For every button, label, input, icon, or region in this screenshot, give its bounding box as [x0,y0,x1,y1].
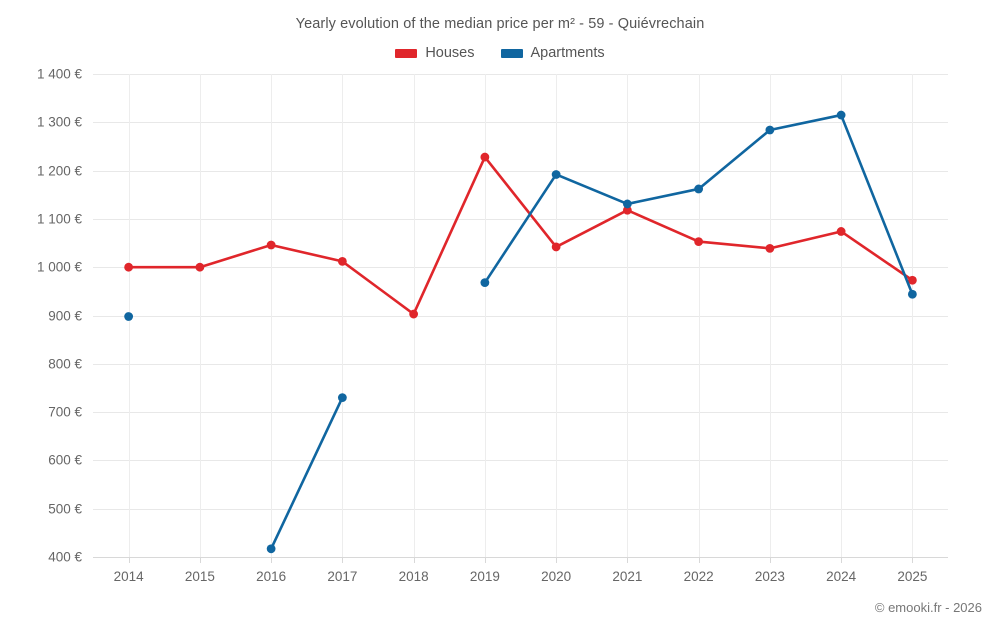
data-point[interactable] [337,257,347,266]
gridline-horizontal [93,315,948,317]
gridline-horizontal [93,460,948,462]
gridline-vertical [769,74,771,557]
legend-label-houses: Houses [425,45,475,61]
x-axis-tick-mark [698,557,700,563]
x-axis-tick-mark [912,557,914,563]
x-axis-tick-label: 2020 [541,569,572,584]
gridline-vertical [556,74,558,557]
gridline-horizontal [93,363,948,365]
series-layer [124,110,917,554]
x-axis-tick-mark [342,557,344,563]
series-line-apartments [483,113,914,296]
gridline-horizontal [93,74,948,75]
legend-swatch-houses [395,48,418,58]
data-point[interactable] [195,262,205,272]
y-axis-tick-label: 800 € [48,356,82,372]
gridline-vertical [271,74,273,557]
data-point[interactable] [266,544,276,554]
gridline-vertical [199,74,201,557]
gridline-vertical [912,74,914,557]
y-axis-tick-label: 1 400 € [36,66,82,82]
gridline-horizontal [93,508,948,510]
x-axis-tick-mark [271,557,273,563]
y-axis-tick-label: 1 300 € [36,114,82,130]
data-point[interactable] [907,275,917,285]
x-axis-line [93,557,948,558]
x-axis-tick-label: 2019 [469,569,500,584]
gridline-horizontal [93,170,948,172]
y-axis-tick-label: 700 € [48,404,82,420]
legend-item-apartments[interactable]: Apartments [500,45,605,61]
gridline-vertical [627,74,629,557]
data-point[interactable] [907,289,917,299]
x-axis-tick-label: 2018 [398,569,429,584]
x-axis-tick-label: 2016 [256,569,287,584]
series-line-houses [127,155,914,316]
gridline-horizontal [93,267,948,269]
gridline-vertical [342,74,344,557]
chart-title: Yearly evolution of the median price per… [295,16,705,32]
data-point[interactable] [480,152,490,162]
x-axis-tick-mark [841,557,843,563]
y-axis-tick-label: 1 200 € [36,163,82,179]
data-point[interactable] [124,262,134,272]
data-point[interactable] [409,309,419,319]
y-axis-tick-label: 1 000 € [36,259,82,275]
x-axis-tick-label: 2024 [826,569,857,584]
legend-item-houses[interactable]: Houses [395,45,475,61]
y-axis-tick-label: 500 € [48,501,82,517]
legend-label-apartments: Apartments [530,45,605,61]
x-axis-tick-label: 2022 [683,569,714,584]
x-axis-tick-mark [769,557,771,563]
x-axis-tick-label: 2014 [113,569,144,584]
data-point[interactable] [622,205,632,215]
y-axis-tick-label: 900 € [48,308,82,323]
x-axis-tick-mark [556,557,558,563]
data-point[interactable] [124,312,134,321]
x-axis-tick-mark [199,557,201,563]
chart-legend: Houses Apartments [0,45,1000,61]
x-axis-tick-label: 2025 [897,569,928,584]
data-point[interactable] [266,240,276,250]
x-axis-tick-label: 2023 [754,569,785,584]
legend-swatch-apartments [500,48,523,58]
y-axis-tick-label: 400 € [48,549,82,565]
data-point[interactable] [694,237,704,247]
y-axis-tick-label: 600 € [48,452,82,468]
gridline-vertical [841,74,843,557]
x-axis-tick-label: 2021 [612,569,643,584]
data-point[interactable] [765,125,775,135]
data-point[interactable] [480,278,490,288]
data-point[interactable] [337,393,347,403]
gridline-vertical [484,74,486,557]
data-point[interactable] [836,227,846,236]
gridline-vertical [698,74,700,557]
data-point[interactable] [551,242,561,252]
x-axis-tick-mark [128,557,130,563]
x-axis-tick-label: 2017 [327,569,358,584]
data-point[interactable] [694,184,704,194]
gridline-horizontal [93,218,948,220]
x-axis-tick-mark [484,557,486,563]
gridline-horizontal [93,412,948,414]
data-point[interactable] [836,110,846,120]
x-axis-tick-mark [627,557,629,563]
y-axis-tick-label: 1 100 € [36,211,82,227]
copyright-credit: © emooki.fr - 2026 [874,600,982,615]
data-point[interactable] [765,243,775,253]
x-axis-tick-mark [413,557,415,563]
data-point[interactable] [551,170,561,179]
x-axis-tick-label: 2015 [184,569,215,584]
series-apartments [124,110,917,554]
gridline-horizontal [93,122,948,124]
series-line-apartments [269,396,344,551]
data-point[interactable] [622,199,632,209]
series-houses [124,152,917,319]
